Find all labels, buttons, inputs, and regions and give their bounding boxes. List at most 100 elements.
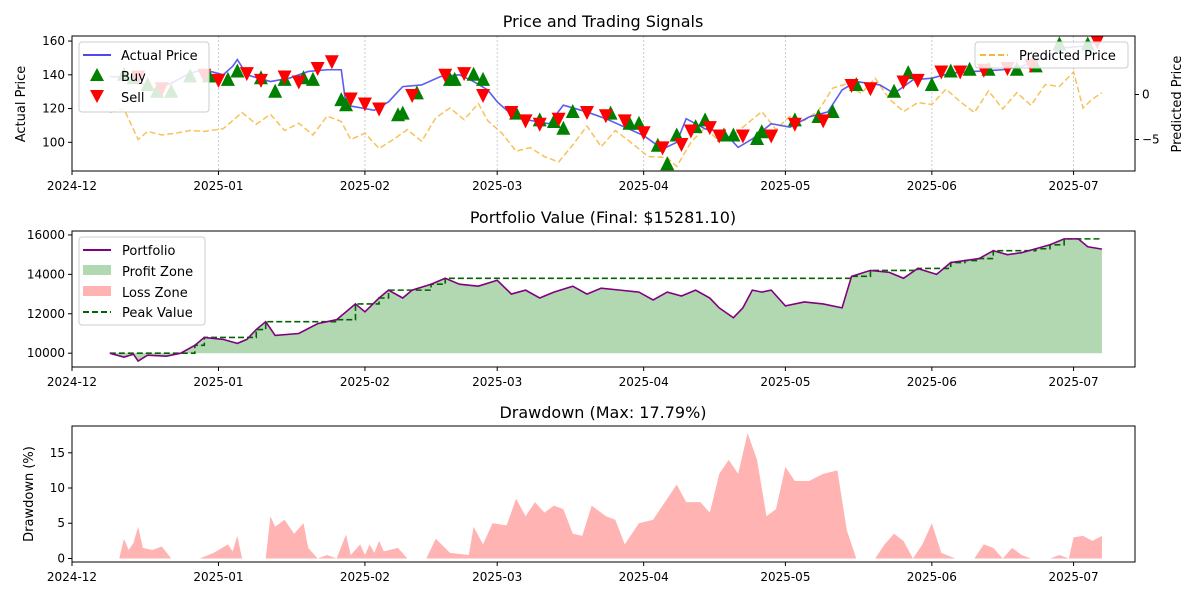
sell-signal-marker: [291, 75, 306, 90]
x-tick-label: 2024-12: [47, 375, 97, 389]
sell-signal-marker: [934, 65, 949, 80]
sell-signal-marker: [655, 141, 670, 156]
x-tick-label: 2025-06: [907, 375, 957, 389]
portfolio-axes: 2024-12 2025-01 2025-02 2025-03 2025-04 2025-…: [27, 228, 1099, 389]
sell-signal-marker: [735, 129, 750, 144]
x-tick-label: 2025-07: [1049, 570, 1099, 584]
sell-signal-marker: [438, 68, 453, 83]
buy-signal-marker: [962, 61, 977, 76]
sell-signal-marker: [405, 89, 420, 104]
sell-signal-marker: [253, 73, 268, 88]
sell-signal-marker: [310, 62, 325, 77]
drawdown-marks: [109, 433, 1102, 559]
x-tick-label: 2025-02: [340, 570, 390, 584]
x-tick-label: 2025-01: [193, 179, 243, 193]
sell-signal-marker: [579, 105, 594, 120]
sell-signal-marker: [617, 114, 632, 129]
y-tick-label: 10000: [27, 346, 65, 360]
sell-signal-marker: [674, 138, 689, 152]
x-tick-label: 2025-07: [1049, 179, 1099, 193]
x-tick-label: 2025-05: [760, 570, 810, 584]
drawdown-chart: Drawdown (Max: 17.79%) Drawdown (%) 2024…: [22, 403, 1136, 584]
sell-signal-marker: [953, 65, 968, 80]
buy-signal-marker: [622, 115, 637, 130]
sell-signal-marker: [844, 78, 859, 93]
sell-signal-marker: [476, 89, 491, 104]
axes-frame: [71, 425, 1136, 563]
chart-title: Portfolio Value (Final: $15281.10): [470, 208, 736, 227]
y-tick-label: 10: [50, 481, 65, 495]
legend-swatch-buy: [90, 68, 104, 81]
x-tick-label: 2025-03: [472, 375, 522, 389]
sell-signal-marker: [764, 129, 779, 144]
x-tick-label: 2025-02: [340, 375, 390, 389]
buy-signal-marker: [565, 103, 580, 118]
buy-signal-marker: [924, 76, 939, 91]
legend-label-peak: Peak Value: [122, 306, 193, 321]
x-tick-label: 2025-04: [619, 179, 669, 193]
x-tick-label: 2025-01: [193, 570, 243, 584]
buy-signal-marker: [466, 66, 481, 81]
x-tick-label: 2025-04: [619, 570, 669, 584]
legend-portfolio: Portfolio Profit Zone Loss Zone Peak Val…: [78, 236, 206, 326]
x-tick-label: 2025-06: [907, 570, 957, 584]
x-tick-label: 2025-02: [340, 179, 390, 193]
axes-frame: [71, 35, 1136, 172]
legend-swatch-loss-zone: [83, 286, 111, 296]
x-tick-label: 2025-05: [760, 375, 810, 389]
x-tick-label: 2024-12: [47, 179, 97, 193]
legend-label-actual: Actual Price: [121, 49, 198, 64]
buy-signal-marker: [268, 83, 283, 98]
y-tick-label: 100: [42, 135, 65, 149]
buy-signal-marker: [726, 127, 741, 142]
price-axes: 2024-12 2025-01 2025-02 2025-03 2025-04 2025-…: [42, 34, 1160, 193]
buy-signal-marker: [556, 120, 571, 135]
y-tick-label: 15: [50, 446, 65, 460]
buy-signal-marker: [395, 105, 410, 120]
legend-frame: [78, 236, 206, 326]
sell-signal-marker: [816, 114, 831, 129]
buy-signal-marker: [943, 63, 958, 78]
legend-label-sell: Sell: [121, 91, 144, 106]
legend-label-loss-zone: Loss Zone: [122, 286, 188, 301]
price-signals-chart: Price and Trading Signals Actual Price P…: [14, 12, 1185, 193]
predicted-price-line: [109, 70, 1103, 168]
legend-swatch-profit-zone: [83, 265, 111, 275]
legend-label-portfolio: Portfolio: [122, 244, 176, 259]
sell-signal-marker: [636, 126, 651, 141]
x-tick-label: 2025-03: [472, 570, 522, 584]
buy-signal-marker: [546, 114, 561, 129]
buy-signal-marker: [754, 124, 769, 139]
y-tick-label: 14000: [27, 267, 65, 281]
buy-signal-marker: [230, 63, 245, 78]
y-tick-label: 5: [57, 516, 65, 530]
sell-signal-marker: [239, 67, 254, 82]
chart-title: Drawdown (Max: 17.79%): [499, 403, 706, 422]
y-tick-label: 120: [42, 102, 65, 116]
y-tick-label: 140: [42, 68, 65, 82]
legend-label-predicted: Predicted Price: [1019, 49, 1116, 64]
y-axis-label: Actual Price: [14, 66, 29, 143]
sell-signal-marker: [343, 92, 358, 107]
buy-signal-marker: [887, 83, 902, 98]
sell-signal-marker: [532, 117, 547, 132]
sell-signal-marker: [598, 109, 613, 124]
buy-signal-marker: [339, 97, 354, 112]
x-tick-label: 2025-07: [1049, 375, 1099, 389]
y2-tick-label: −5: [1142, 133, 1160, 147]
x-tick-label: 2025-05: [760, 179, 810, 193]
y-tick-label: 0: [57, 551, 65, 565]
sell-signal-marker: [712, 129, 727, 144]
buy-signal-marker: [660, 156, 675, 171]
axes-frame: [71, 230, 1136, 368]
sell-signal-marker: [863, 82, 878, 97]
y-axis-label: Drawdown (%): [22, 446, 37, 542]
sell-signal-marker: [518, 114, 533, 129]
sell-signal-marker: [504, 105, 519, 120]
sell-signal-marker: [896, 75, 911, 90]
legend-frame-right: [974, 41, 1129, 69]
buy-signal-marker: [220, 71, 235, 86]
x-tick-label: 2024-12: [47, 570, 97, 584]
drawdown-axes: 2024-12 2025-01 2025-02 2025-03 2025-04 2025-…: [47, 446, 1099, 584]
